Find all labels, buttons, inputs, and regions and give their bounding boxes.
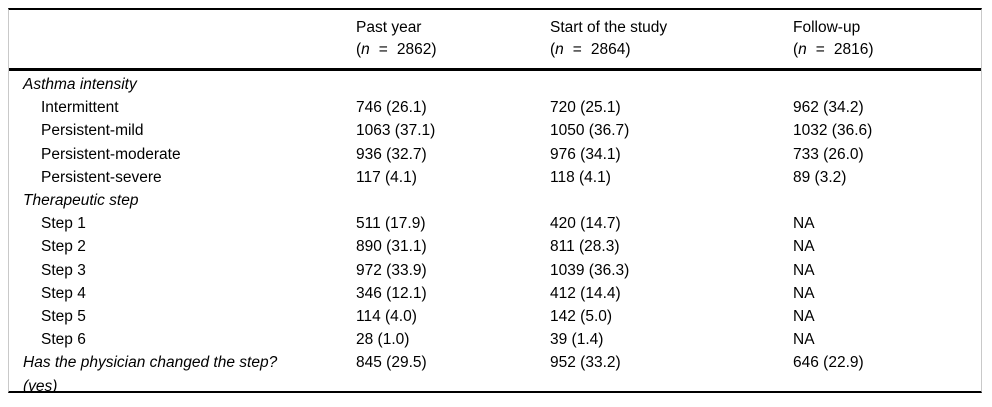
table-header: Past year (n = 2862) Start of the study (n… <box>9 10 981 71</box>
table-row: Step 5 114 (4.0) 142 (5.0) NA <box>9 305 981 328</box>
table-row: Persistent-severe 117 (4.1) 118 (4.1) 89… <box>9 166 981 189</box>
value-past-year: 1063 (37.1) <box>356 122 436 140</box>
n-symbol: n <box>555 41 564 58</box>
value-past-year: 972 (33.9) <box>356 261 427 279</box>
row-label: Step 6 <box>41 331 86 349</box>
row-label: Persistent-moderate <box>41 145 181 163</box>
table-section-row: Therapeutic step <box>9 189 981 212</box>
table-row: Intermittent 746 (26.1) 720 (25.1) 962 (… <box>9 96 981 119</box>
column-title: Start of the study <box>550 19 668 36</box>
column-title: Follow-up <box>793 19 861 36</box>
n-value: 2864 <box>590 41 626 58</box>
value-past-year: 936 (32.7) <box>356 145 427 163</box>
value-start-of-study: 118 (4.1) <box>550 168 611 186</box>
value-start-of-study: 412 (14.4) <box>550 284 621 302</box>
table-body: Asthma intensity Intermittent 746 (26.1)… <box>9 71 981 393</box>
asthma-characteristics-table: Past year (n = 2862) Start of the study (n… <box>8 8 982 393</box>
value-past-year: 28 (1.0) <box>356 331 410 349</box>
header-col-follow-up: Follow-up (n = 2816) <box>793 17 981 61</box>
value-follow-up: NA <box>793 331 815 349</box>
table-row: Persistent-mild 1063 (37.1) 1050 (36.7) … <box>9 119 981 142</box>
value-start-of-study: 811 (28.3) <box>550 238 620 256</box>
equals-sign: = <box>378 41 388 58</box>
value-follow-up: 89 (3.2) <box>793 168 847 186</box>
n-symbol: n <box>361 41 370 58</box>
value-follow-up: NA <box>793 238 815 256</box>
value-follow-up: 1032 (36.6) <box>793 122 873 140</box>
value-start-of-study: 1050 (36.7) <box>550 122 630 140</box>
table-row: Has the physician changed the step? (yes… <box>9 351 981 393</box>
n-value: 2862 <box>396 41 432 58</box>
equals-sign: = <box>572 41 582 58</box>
value-follow-up: NA <box>793 215 815 233</box>
n-value: 2816 <box>833 41 869 58</box>
table-row: Step 4 346 (12.1) 412 (14.4) NA <box>9 282 981 305</box>
value-start-of-study: 976 (34.1) <box>550 145 621 163</box>
value-follow-up: NA <box>793 308 815 326</box>
row-label: Persistent-mild <box>41 122 144 140</box>
table-section-row: Asthma intensity <box>9 73 981 96</box>
row-label: Step 5 <box>41 308 86 326</box>
value-start-of-study: 39 (1.4) <box>550 331 604 349</box>
table-row: Step 2 890 (31.1) 811 (28.3) NA <box>9 235 981 258</box>
row-label-line2: (yes) <box>23 377 58 393</box>
value-past-year: 117 (4.1) <box>356 168 417 186</box>
row-label-physician-changed-step: Has the physician changed the step? (yes… <box>9 351 356 393</box>
column-title: Past year <box>356 19 422 36</box>
value-follow-up: NA <box>793 261 815 279</box>
header-col-past-year: Past year (n = 2862) <box>356 17 550 61</box>
value-start-of-study: 1039 (36.3) <box>550 261 630 279</box>
value-follow-up: NA <box>793 284 815 302</box>
table-row: Step 6 28 (1.0) 39 (1.4) NA <box>9 328 981 351</box>
value-start-of-study: 952 (33.2) <box>550 354 621 372</box>
column-n-count: (n = 2862) <box>356 41 437 58</box>
equals-sign: = <box>815 41 825 58</box>
row-label: Step 1 <box>41 215 86 233</box>
column-n-count: (n = 2864) <box>550 41 631 58</box>
table-row: Persistent-moderate 936 (32.7) 976 (34.1… <box>9 143 981 166</box>
n-symbol: n <box>798 41 807 58</box>
value-past-year: 346 (12.1) <box>356 284 427 302</box>
value-past-year: 845 (29.5) <box>356 354 427 372</box>
table-row: Step 3 972 (33.9) 1039 (36.3) NA <box>9 259 981 282</box>
value-start-of-study: 142 (5.0) <box>550 308 613 326</box>
row-label: Step 2 <box>41 238 86 256</box>
row-label: Persistent-severe <box>41 168 162 186</box>
value-past-year: 511 (17.9) <box>356 215 426 233</box>
value-past-year: 890 (31.1) <box>356 238 427 256</box>
value-follow-up: 733 (26.0) <box>793 145 864 163</box>
section-label-therapeutic-step: Therapeutic step <box>23 192 139 210</box>
table-row: Step 1 511 (17.9) 420 (14.7) NA <box>9 212 981 235</box>
column-n-count: (n = 2816) <box>793 41 874 58</box>
row-label: Intermittent <box>41 99 119 117</box>
value-follow-up: 646 (22.9) <box>793 354 864 372</box>
value-past-year: 746 (26.1) <box>356 99 427 117</box>
header-col-start-of-study: Start of the study (n = 2864) <box>550 17 793 61</box>
row-label: Step 4 <box>41 284 86 302</box>
value-start-of-study: 720 (25.1) <box>550 99 621 117</box>
row-label: Step 3 <box>41 261 86 279</box>
value-start-of-study: 420 (14.7) <box>550 215 621 233</box>
row-label-line1: Has the physician changed the step? <box>23 354 278 372</box>
section-label-asthma-intensity: Asthma intensity <box>23 76 137 93</box>
value-follow-up: 962 (34.2) <box>793 99 864 117</box>
value-past-year: 114 (4.0) <box>356 308 417 326</box>
